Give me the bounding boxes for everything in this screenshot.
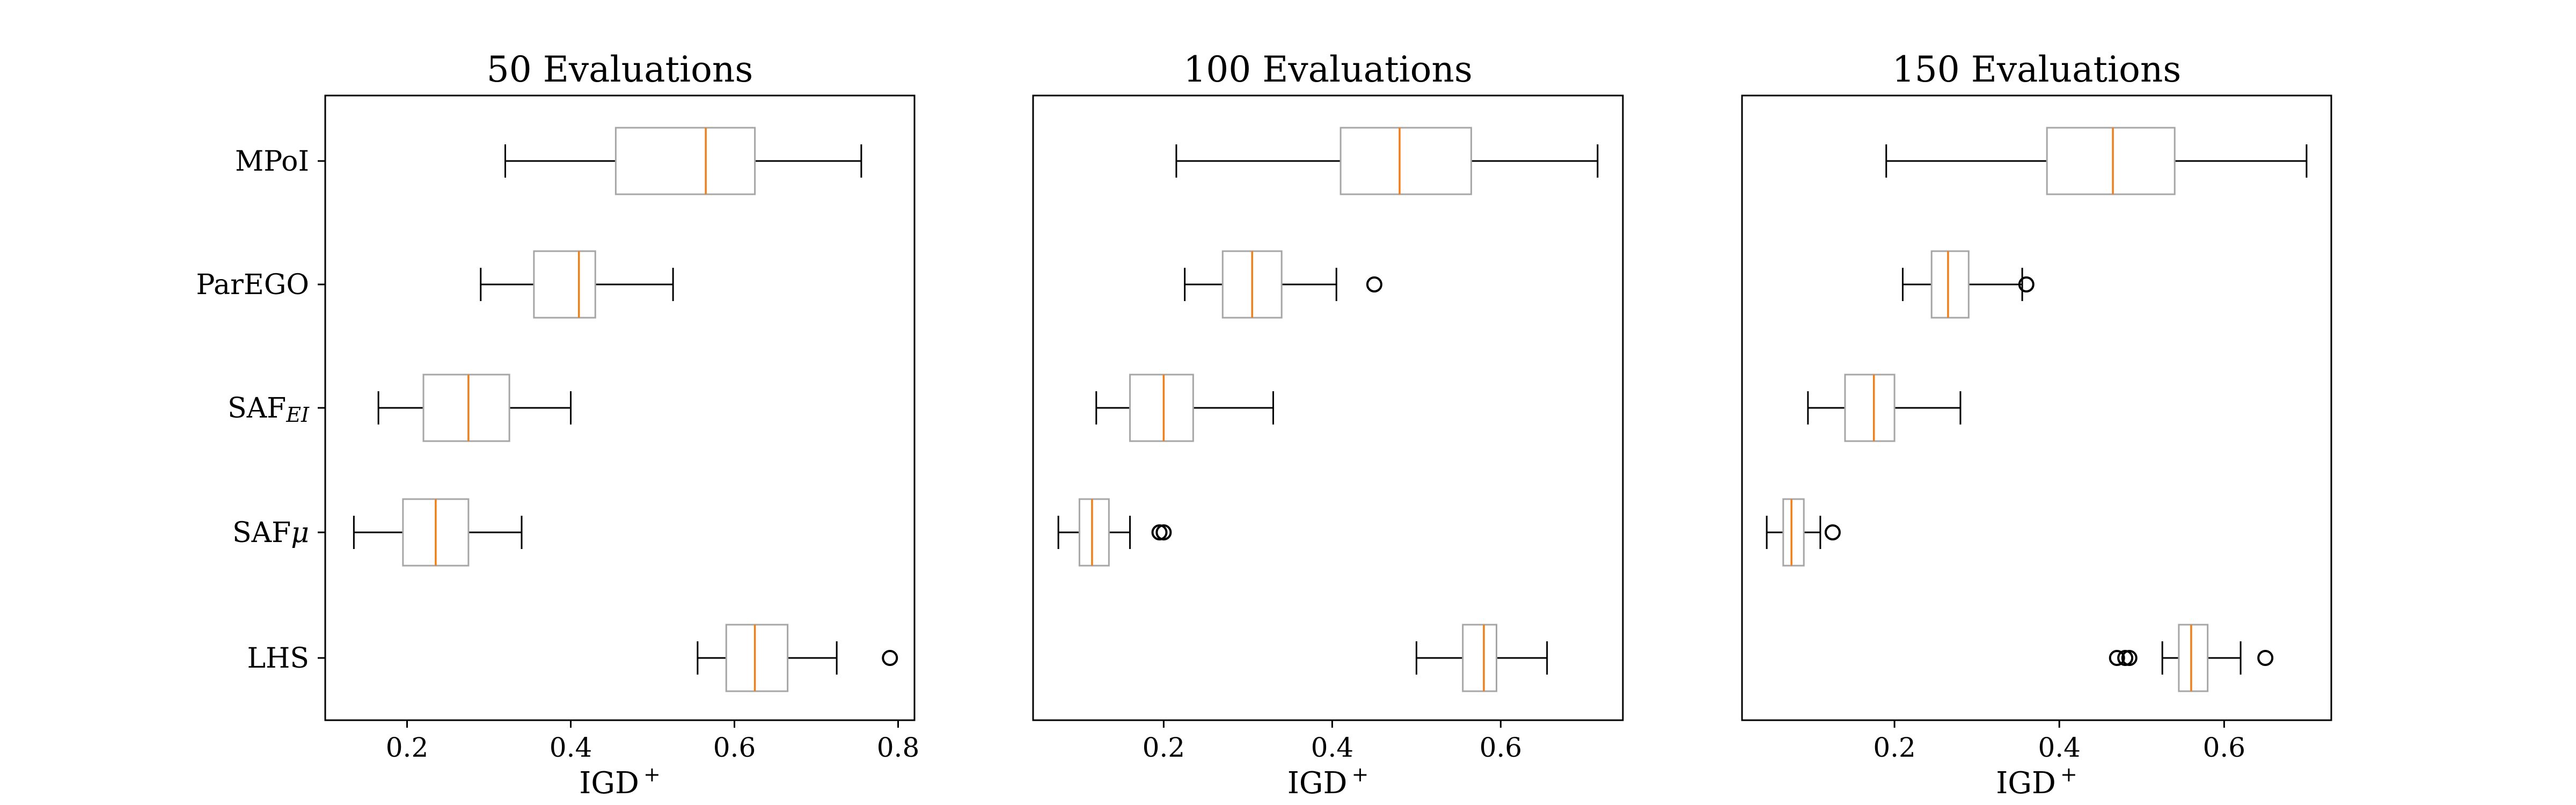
x-tick-label: 0.8 [877, 732, 920, 763]
category-label: SAFμ [232, 517, 309, 549]
series-3: SAFEI [228, 374, 572, 442]
x-tick-label: 0.6 [2203, 732, 2246, 763]
category-subscript: μ [291, 517, 309, 549]
x-tick-label: 0.6 [1480, 732, 1523, 763]
category-label: LHS [247, 642, 309, 675]
category-label: MPoI [235, 145, 309, 178]
x-axis-label-sup: + [2060, 763, 2077, 786]
panel-title: 100 Evaluations [1183, 49, 1472, 90]
iqr-box [1844, 374, 1896, 442]
iqr-box [1782, 498, 1805, 567]
series-4: SAFμ [232, 498, 523, 567]
iqr-box [614, 127, 756, 195]
x-tick-label: 0.4 [550, 732, 592, 763]
series-5 [2109, 624, 2274, 692]
category-name: MPoI [235, 145, 309, 178]
series-5: LHS [247, 624, 898, 692]
series-1 [1885, 127, 2308, 195]
panel-1: 50 Evaluations 0.2 0.4 0.6 0.8 IGD + MPoI ParEGO… [196, 49, 919, 801]
outlier-point [2121, 650, 2138, 666]
series-3 [1807, 374, 1962, 442]
category-name: SAF [228, 392, 286, 425]
iqr-box [422, 374, 510, 442]
x-tick-label: 0.6 [713, 732, 756, 763]
category-label: SAFEI [228, 392, 310, 427]
iqr-box [1078, 498, 1110, 567]
series-1 [1175, 127, 1599, 195]
outlier-point [2018, 276, 2035, 292]
series-2 [1184, 250, 1382, 319]
category-name: LHS [247, 642, 309, 675]
outlier-point [1366, 276, 1382, 292]
category-label: ParEGO [196, 269, 309, 301]
series-5 [1415, 624, 1548, 692]
iqr-box [725, 624, 789, 692]
iqr-box [2178, 624, 2209, 692]
series-1: MPoI [235, 127, 862, 195]
x-axis-label: IGD + [579, 763, 661, 801]
panel-title: 50 Evaluations [487, 49, 753, 90]
x-tick-label: 0.2 [1873, 732, 1916, 763]
iqr-box [1462, 624, 1497, 692]
plot-frame [1741, 94, 2332, 721]
category-name: ParEGO [196, 269, 309, 301]
series-3 [1095, 374, 1274, 442]
x-tick-label: 0.2 [1143, 732, 1185, 763]
outlier-point [2257, 650, 2274, 666]
x-tick-label: 0.4 [1311, 732, 1354, 763]
iqr-box [533, 250, 596, 319]
outlier-point [1151, 524, 1168, 540]
x-tick-label: 0.2 [386, 732, 429, 763]
series-2 [1901, 250, 2035, 319]
series-4 [1766, 498, 1841, 567]
x-axis-label: IGD + [1287, 763, 1369, 801]
x-axis-label-sup: + [1351, 763, 1368, 786]
outlier-point [1824, 524, 1841, 540]
category-name: SAF [232, 517, 291, 549]
category-subscript: EI [286, 403, 310, 427]
iqr-box [1930, 250, 1970, 319]
outlier-point [1155, 524, 1172, 540]
outlier-point [2117, 650, 2134, 666]
x-tick-label: 0.4 [2038, 732, 2081, 763]
panel-title: 150 Evaluations [1892, 49, 2181, 90]
plot-frame [1032, 94, 1624, 721]
series-2: ParEGO [196, 250, 674, 319]
series-4 [1057, 498, 1172, 567]
outlier-point [882, 650, 898, 666]
iqr-box [1340, 127, 1472, 195]
x-axis-label: IGD + [1996, 763, 2077, 801]
iqr-box [1129, 374, 1194, 442]
iqr-box [2046, 127, 2176, 195]
panel-3: 150 Evaluations 0.2 0.4 0.6 IGD + [1741, 49, 2332, 801]
x-axis-label-sup: + [643, 763, 661, 786]
panel-2: 100 Evaluations 0.2 0.4 0.6 IGD + [1032, 49, 1624, 801]
outlier-point [2109, 650, 2125, 666]
